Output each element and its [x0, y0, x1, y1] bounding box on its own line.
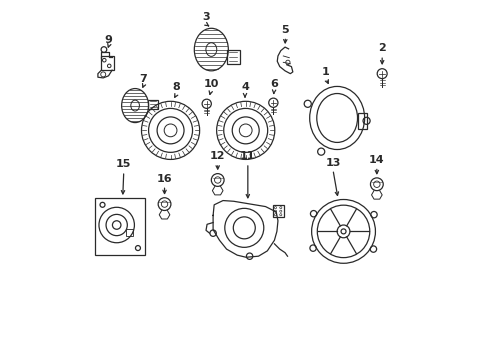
Text: 2: 2 [378, 44, 386, 54]
Text: 1: 1 [322, 67, 330, 77]
Text: 13: 13 [325, 158, 341, 168]
Text: 12: 12 [210, 151, 225, 161]
Text: 11: 11 [240, 151, 256, 161]
Text: 14: 14 [369, 155, 385, 165]
Text: 7: 7 [139, 74, 147, 84]
Text: 10: 10 [203, 78, 219, 89]
Text: 6: 6 [270, 78, 278, 89]
Text: 3: 3 [202, 12, 210, 22]
Text: 4: 4 [241, 82, 249, 92]
Text: 15: 15 [116, 159, 131, 169]
Text: 8: 8 [172, 82, 180, 92]
Text: 16: 16 [157, 174, 172, 184]
Text: 5: 5 [282, 25, 289, 35]
Text: 9: 9 [104, 35, 113, 45]
